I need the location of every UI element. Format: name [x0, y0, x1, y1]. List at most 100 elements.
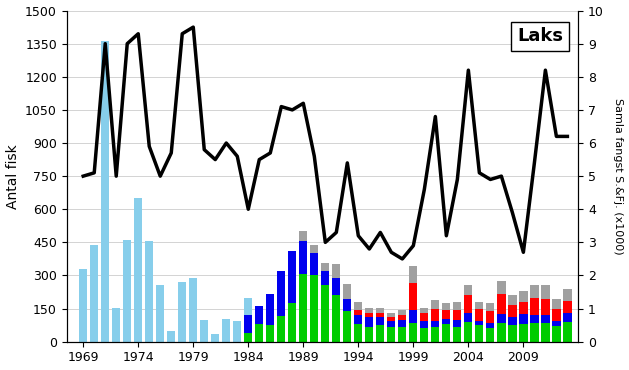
Bar — [332, 295, 340, 342]
Bar — [376, 325, 384, 342]
Bar — [321, 271, 330, 285]
Bar — [299, 241, 308, 275]
Bar — [266, 317, 274, 342]
Bar — [409, 283, 418, 310]
Bar — [420, 329, 428, 342]
Bar — [476, 325, 484, 342]
Bar — [409, 310, 418, 323]
Bar — [90, 245, 98, 342]
Bar — [398, 327, 406, 342]
Bar — [343, 299, 352, 311]
Bar — [476, 302, 484, 309]
Bar — [486, 323, 494, 329]
Bar — [498, 281, 506, 294]
Bar — [277, 321, 286, 342]
Bar — [564, 313, 572, 322]
Bar — [542, 315, 550, 323]
Bar — [398, 315, 406, 320]
Bar — [354, 324, 362, 342]
Bar — [354, 310, 362, 315]
Bar — [376, 317, 384, 325]
Bar — [211, 334, 220, 342]
Bar — [454, 310, 462, 320]
Bar — [508, 325, 516, 342]
Bar — [476, 309, 484, 321]
Bar — [365, 327, 374, 342]
Bar — [431, 309, 440, 321]
Bar — [486, 329, 494, 342]
Bar — [123, 240, 131, 342]
Bar — [277, 271, 286, 316]
Bar — [398, 320, 406, 327]
Bar — [476, 321, 484, 325]
Bar — [233, 321, 242, 342]
Bar — [552, 299, 560, 309]
Bar — [530, 323, 538, 342]
Bar — [354, 315, 362, 324]
Bar — [431, 327, 440, 342]
Bar — [167, 331, 175, 342]
Bar — [520, 314, 528, 324]
Bar — [343, 311, 352, 342]
Bar — [332, 278, 340, 295]
Y-axis label: Antal fisk: Antal fisk — [6, 144, 19, 209]
Bar — [552, 309, 560, 321]
Bar — [200, 320, 208, 342]
Bar — [442, 324, 450, 342]
Bar — [222, 319, 230, 342]
Bar — [156, 285, 164, 342]
Bar — [112, 307, 120, 342]
Bar — [520, 302, 528, 314]
Bar — [310, 245, 318, 253]
Bar — [365, 317, 374, 327]
Bar — [310, 253, 318, 276]
Bar — [376, 313, 384, 317]
Bar — [101, 41, 109, 342]
Bar — [343, 284, 352, 299]
Bar — [288, 251, 296, 303]
Bar — [442, 310, 450, 319]
Bar — [431, 300, 440, 309]
Y-axis label: Samla fangst S.&Fj. (x1000): Samla fangst S.&Fj. (x1000) — [613, 98, 623, 255]
Bar — [420, 321, 428, 329]
Bar — [564, 301, 572, 313]
Bar — [530, 315, 538, 323]
Bar — [442, 319, 450, 324]
Bar — [498, 294, 506, 314]
Bar — [145, 241, 153, 342]
Bar — [464, 313, 472, 322]
Bar — [299, 275, 308, 342]
Bar — [520, 291, 528, 302]
Bar — [365, 307, 374, 313]
Bar — [530, 285, 538, 297]
Bar — [266, 325, 274, 342]
Bar — [255, 316, 264, 342]
Bar — [266, 294, 274, 325]
Bar — [508, 305, 516, 317]
Bar — [442, 303, 450, 310]
Bar — [520, 324, 528, 342]
Bar — [398, 310, 406, 315]
Bar — [409, 266, 418, 283]
Text: Laks: Laks — [517, 27, 563, 45]
Bar — [244, 297, 252, 342]
Bar — [464, 285, 472, 295]
Bar — [387, 327, 396, 342]
Bar — [431, 321, 440, 327]
Bar — [464, 295, 472, 313]
Bar — [498, 323, 506, 342]
Bar — [508, 317, 516, 325]
Bar — [420, 307, 428, 313]
Bar — [321, 285, 330, 342]
Bar — [376, 307, 384, 313]
Bar — [244, 315, 252, 333]
Bar — [288, 303, 296, 342]
Bar — [79, 269, 87, 342]
Bar — [387, 313, 396, 317]
Bar — [498, 314, 506, 323]
Bar — [552, 326, 560, 342]
Bar — [530, 297, 538, 315]
Bar — [244, 333, 252, 342]
Bar — [508, 295, 516, 305]
Bar — [178, 282, 186, 342]
